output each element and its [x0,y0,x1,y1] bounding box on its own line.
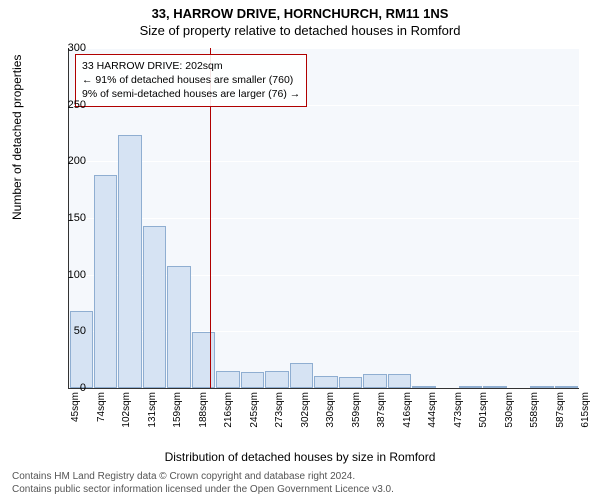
x-tick: 501sqm [478,392,489,442]
histogram-plot: 33 HARROW DRIVE: 202sqm ← 91% of detache… [68,48,579,389]
x-tick: 74sqm [96,392,107,442]
histogram-bar [265,371,288,388]
histogram-bar [94,175,117,388]
x-tick: 131sqm [147,392,158,442]
histogram-bar [192,332,215,388]
x-tick: 530sqm [504,392,515,442]
x-tick: 216sqm [223,392,234,442]
histogram-bar [167,266,190,388]
y-tick: 200 [46,155,86,167]
x-tick: 302sqm [300,392,311,442]
histogram-bar [459,386,482,388]
y-tick: 100 [46,269,86,281]
x-tick: 416sqm [402,392,413,442]
x-tick: 245sqm [249,392,260,442]
infobox-line2: ← 91% of detached houses are smaller (76… [82,73,300,87]
x-tick: 444sqm [427,392,438,442]
footer-line1: Contains HM Land Registry data © Crown c… [12,470,394,483]
x-axis-label: Distribution of detached houses by size … [0,450,600,464]
x-tick: 587sqm [555,392,566,442]
y-tick: 150 [46,212,86,224]
x-tick: 102sqm [121,392,132,442]
page-subtitle: Size of property relative to detached ho… [0,21,600,38]
histogram-bar [118,135,141,388]
histogram-bar [339,377,362,388]
x-tick: 387sqm [376,392,387,442]
histogram-bar [70,311,93,388]
histogram-bar [412,386,435,388]
info-box: 33 HARROW DRIVE: 202sqm ← 91% of detache… [75,54,307,107]
histogram-bar [388,374,411,388]
chart-container: 33, HARROW DRIVE, HORNCHURCH, RM11 1NS S… [0,0,600,500]
y-tick: 50 [46,325,86,337]
x-tick: 615sqm [580,392,591,442]
infobox-line3: 9% of semi-detached houses are larger (7… [82,87,300,101]
y-tick: 250 [46,99,86,111]
histogram-bar [290,363,313,388]
infobox-line1: 33 HARROW DRIVE: 202sqm [82,59,300,73]
y-tick: 300 [46,42,86,54]
histogram-bar [216,371,239,388]
x-tick: 330sqm [325,392,336,442]
histogram-bar [241,372,264,388]
histogram-bar [530,386,553,388]
x-tick: 473sqm [453,392,464,442]
x-tick: 159sqm [172,392,183,442]
histogram-bar [363,374,386,388]
page-title: 33, HARROW DRIVE, HORNCHURCH, RM11 1NS [0,0,600,21]
x-tick: 359sqm [351,392,362,442]
y-axis-label: Number of detached properties [10,55,24,220]
histogram-bar [483,386,506,388]
footer-text: Contains HM Land Registry data © Crown c… [12,470,394,496]
histogram-bar [555,386,578,388]
x-tick: 273sqm [274,392,285,442]
histogram-bar [143,226,166,388]
histogram-bar [314,376,337,388]
x-tick: 558sqm [529,392,540,442]
x-tick: 188sqm [198,392,209,442]
footer-line2: Contains public sector information licen… [12,483,394,496]
x-tick: 45sqm [70,392,81,442]
